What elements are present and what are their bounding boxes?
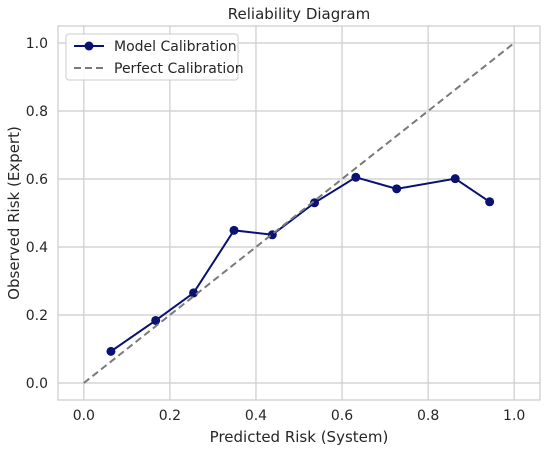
model-calibration-point [450, 174, 460, 184]
x-axis-label: Predicted Risk (System) [210, 428, 389, 446]
y-tick-label: 1.0 [26, 36, 48, 52]
legend-label: Perfect Calibration [114, 61, 244, 77]
perfect-calibration-line [83, 42, 515, 384]
y-tick-label: 0.2 [26, 308, 48, 324]
legend-label: Model Calibration [114, 39, 237, 55]
model-calibration-point [229, 225, 239, 235]
x-tick-label: 0.2 [159, 408, 181, 424]
legend-marker-model-calibration [84, 41, 94, 51]
model-calibration-point [485, 197, 495, 207]
plot-border [57, 25, 541, 401]
x-tick-label: 1.0 [503, 408, 525, 424]
y-axis-label: Observed Risk (Expert) [5, 126, 23, 300]
model-calibration-point [151, 315, 161, 325]
y-tick-label: 0.4 [26, 240, 48, 256]
x-tick-label: 0.4 [245, 408, 267, 424]
x-tick-label: 0.0 [73, 408, 95, 424]
model-calibration-point [392, 184, 402, 194]
tick-labels: 0.0 0.2 0.4 0.6 0.8 1.0 0.0 0.2 0.4 0.6 0.8 1.0 [26, 36, 526, 424]
y-tick-label: 0.0 [26, 376, 48, 392]
legend-box [65, 33, 239, 81]
model-calibration-point [106, 346, 116, 356]
y-tick-label: 0.6 [26, 172, 48, 188]
series-layer [83, 42, 515, 384]
y-tick-label: 0.8 [26, 104, 48, 120]
model-calibration-point [351, 172, 361, 182]
plot-frame [57, 25, 541, 401]
legend: Model Calibration Perfect Calibration [65, 33, 244, 81]
grid [58, 26, 540, 400]
model-calibration-point [309, 198, 319, 208]
chart-title: Reliability Diagram [228, 5, 370, 23]
model-calibration-point [189, 288, 199, 298]
model-calibration-line [110, 176, 491, 353]
x-tick-label: 0.8 [417, 408, 439, 424]
x-tick-label: 0.6 [331, 408, 353, 424]
